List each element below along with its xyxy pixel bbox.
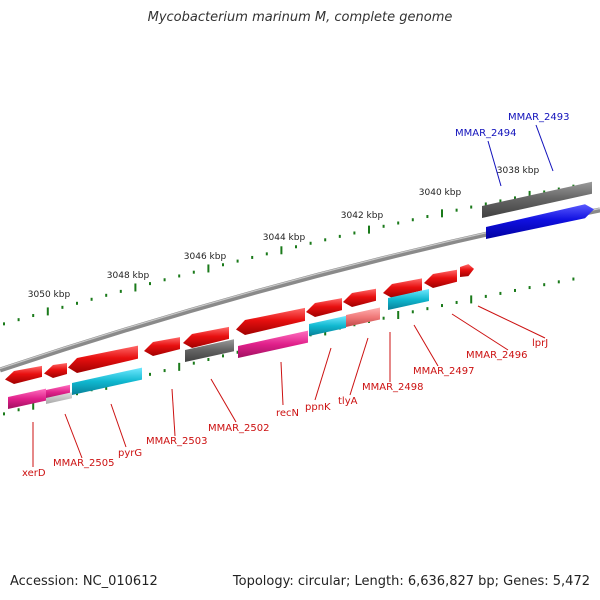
gene-label[interactable]: MMAR_2497: [413, 366, 475, 377]
cds-feature: [68, 345, 138, 374]
ruler-label: 3044 kbp: [263, 233, 306, 243]
cds-feature-magenta: [8, 388, 46, 409]
cds-feature-cyan: [388, 288, 429, 310]
cds-feature: [306, 298, 342, 318]
cds-feature: [44, 362, 67, 379]
cds-feature: [5, 365, 42, 385]
cds-feature-blue: [486, 204, 594, 239]
gene-label[interactable]: recN: [276, 408, 299, 419]
label-leader-line: [487, 140, 502, 187]
accession-text: Accession: NC_010612: [10, 574, 158, 589]
gene-label[interactable]: MMAR_2505: [53, 458, 115, 469]
label-leader-line: [280, 361, 284, 406]
label-leader-line: [171, 388, 176, 437]
gene-features: [5, 181, 594, 409]
ruler-label: 3040 kbp: [419, 188, 462, 198]
gene-labels: MMAR_2493 MMAR_2494 lprJ MMAR_2496 MMAR_2497…: [22, 112, 570, 479]
topology-text: Topology: circular; Length: 6,636,827 bp…: [232, 574, 590, 589]
cds-feature: [144, 337, 180, 357]
cds-feature: [383, 278, 422, 299]
label-leader-line: [349, 337, 369, 396]
cds-feature-cyan: [309, 315, 346, 336]
gene-label[interactable]: pyrG: [118, 448, 142, 459]
gene-label[interactable]: MMAR_2496: [466, 350, 528, 361]
ruler-labels: 3038 kbp 3040 kbp 3042 kbp 3044 kbp 3046 kbp…: [28, 166, 540, 300]
gene-label[interactable]: MMAR_2494: [455, 128, 517, 139]
map-title: Mycobacterium marinum M, complete genome: [147, 10, 453, 25]
cds-feature: [460, 264, 474, 277]
gene-label[interactable]: MMAR_2503: [146, 436, 208, 447]
cds-feature: [183, 326, 229, 349]
label-leader-line: [413, 324, 439, 367]
label-leader-line: [535, 124, 554, 172]
ruler-label: 3048 kbp: [107, 271, 150, 281]
label-leader-line: [451, 313, 509, 351]
cds-feature: [424, 269, 457, 289]
ruler-label: 3046 kbp: [184, 252, 227, 262]
cds-feature-gray: [482, 181, 592, 218]
gene-label[interactable]: xerD: [22, 468, 46, 479]
gene-label[interactable]: MMAR_2498: [362, 382, 424, 393]
label-leader-line: [110, 403, 127, 448]
label-leader-line: [210, 378, 237, 423]
gene-label[interactable]: ppnK: [305, 402, 331, 413]
label-leader-line: [477, 305, 546, 339]
label-leaders: [32, 124, 554, 467]
gene-label[interactable]: tlyA: [338, 396, 358, 407]
label-leader-line: [64, 413, 83, 459]
ruler-label: 3038 kbp: [497, 166, 540, 176]
gene-label[interactable]: lprJ: [532, 338, 548, 349]
cds-feature-magenta: [46, 384, 70, 400]
ruler-label: 3050 kbp: [28, 290, 71, 300]
gene-label[interactable]: MMAR_2493: [508, 112, 570, 123]
gene-label[interactable]: MMAR_2502: [208, 423, 270, 434]
cds-feature-salmon: [346, 307, 380, 327]
cds-feature-gray: [185, 339, 234, 362]
cds-feature: [343, 288, 376, 308]
cds-feature: [236, 307, 305, 336]
label-leader-line: [314, 347, 332, 401]
cds-feature-magenta: [238, 330, 308, 358]
ruler-ticks-outer: [3, 184, 575, 326]
ruler-label: 3042 kbp: [341, 211, 384, 221]
cds-feature-gray: [46, 392, 72, 404]
cds-feature-cyan: [72, 367, 142, 395]
